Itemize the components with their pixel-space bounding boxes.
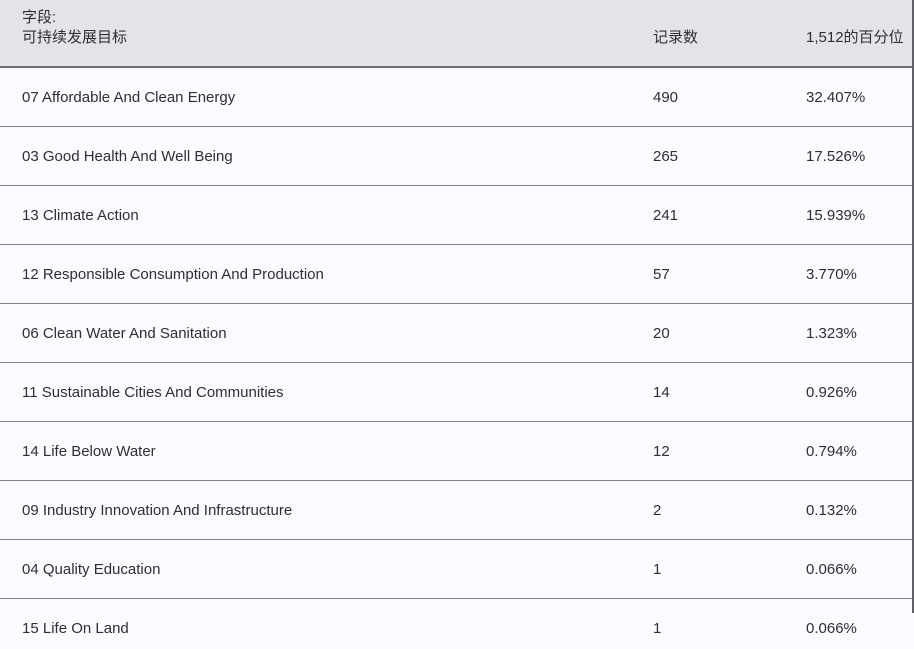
- table-row[interactable]: 15 Life On Land 1 0.066%: [0, 599, 914, 649]
- row-label: 06 Clean Water And Sanitation: [22, 324, 227, 342]
- row-percent: 32.407%: [806, 88, 866, 106]
- table-row[interactable]: 09 Industry Innovation And Infrastructur…: [0, 481, 914, 540]
- row-percent: 0.066%: [806, 560, 857, 578]
- row-percent: 0.794%: [806, 442, 857, 460]
- row-label: 12 Responsible Consumption And Productio…: [22, 265, 324, 283]
- row-label: 07 Affordable And Clean Energy: [22, 88, 236, 106]
- row-percent: 17.526%: [806, 147, 866, 165]
- table-row[interactable]: 13 Climate Action 241 15.939%: [0, 186, 914, 245]
- row-records: 20: [653, 324, 670, 342]
- vertical-scrollbar[interactable]: [912, 0, 914, 613]
- row-label: 13 Climate Action: [22, 206, 139, 224]
- table-row[interactable]: 03 Good Health And Well Being 265 17.526…: [0, 127, 914, 186]
- table-row[interactable]: 04 Quality Education 1 0.066%: [0, 540, 914, 599]
- table-row[interactable]: 11 Sustainable Cities And Communities 14…: [0, 363, 914, 422]
- row-records: 265: [653, 147, 679, 165]
- row-percent: 0.066%: [806, 620, 857, 637]
- row-records: 14: [653, 383, 670, 401]
- row-percent: 3.770%: [806, 265, 857, 283]
- row-records: 12: [653, 442, 670, 460]
- row-records: 57: [653, 265, 670, 283]
- field-label: 字段:: [22, 9, 57, 26]
- row-records: 241: [653, 206, 679, 224]
- row-percent: 15.939%: [806, 206, 866, 224]
- row-label: 09 Industry Innovation And Infrastructur…: [22, 501, 293, 519]
- row-records: 2: [653, 501, 662, 519]
- table-header: 字段: 可持续发展目标 记录数 1,512的百分位: [0, 0, 914, 68]
- row-label: 04 Quality Education: [22, 560, 161, 578]
- row-label: 15 Life On Land: [22, 620, 129, 637]
- records-column-header[interactable]: 记录数: [653, 29, 699, 46]
- table-row[interactable]: 07 Affordable And Clean Energy 490 32.40…: [0, 68, 914, 127]
- row-percent: 0.926%: [806, 383, 857, 401]
- row-label: 11 Sustainable Cities And Communities: [22, 383, 284, 401]
- row-records: 1: [653, 560, 662, 578]
- field-value: 可持续发展目标: [22, 29, 128, 46]
- row-label: 14 Life Below Water: [22, 442, 156, 460]
- row-percent: 1.323%: [806, 324, 857, 342]
- table-row[interactable]: 06 Clean Water And Sanitation 20 1.323%: [0, 304, 914, 363]
- table-body: 07 Affordable And Clean Energy 490 32.40…: [0, 68, 914, 649]
- field-header: 字段: 可持续发展目标: [0, 8, 653, 48]
- row-label: 03 Good Health And Well Being: [22, 147, 233, 165]
- table-row[interactable]: 14 Life Below Water 12 0.794%: [0, 422, 914, 481]
- row-percent: 0.132%: [806, 501, 857, 519]
- table-row[interactable]: 12 Responsible Consumption And Productio…: [0, 245, 914, 304]
- row-records: 1: [653, 620, 662, 637]
- row-records: 490: [653, 88, 679, 106]
- percentile-column-header[interactable]: 1,512的百分位: [806, 29, 904, 46]
